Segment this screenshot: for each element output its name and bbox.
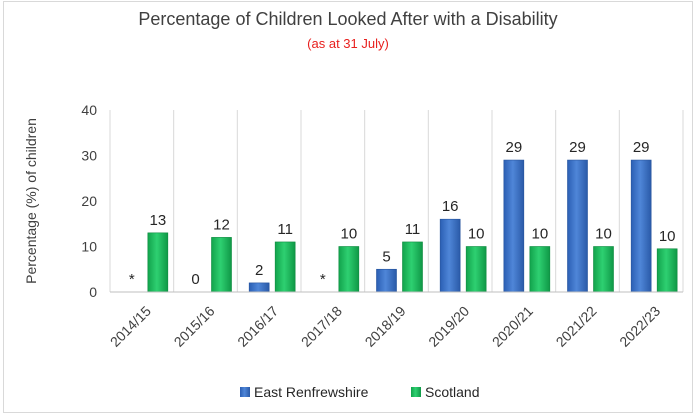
data-label-east-renfrewshire: 29	[505, 139, 522, 156]
data-label-east-renfrewshire: 2	[255, 262, 263, 279]
bar-east-renfrewshire	[439, 218, 461, 293]
x-axis-ticks: 2014/15 2015/16 2016/17 2017/18 2018/19 2019/…	[107, 303, 664, 350]
data-label-east-renfrewshire: 29	[569, 139, 586, 156]
y-tick-label: 20	[81, 193, 97, 209]
y-tick-label: 30	[81, 148, 97, 164]
data-label-east-renfrewshire: *	[129, 271, 135, 288]
x-tick-label: 2020/21	[489, 303, 536, 350]
bar-scotland	[338, 246, 360, 293]
x-tick-label: 2018/19	[362, 303, 409, 350]
bar-scotland	[593, 246, 614, 293]
data-label-east-renfrewshire: 29	[633, 139, 650, 156]
x-tick-label: 2022/23	[616, 303, 663, 350]
data-label-east-renfrewshire: 16	[442, 198, 459, 215]
legend-label-east-renfrewshire: East Renfrewshire	[254, 384, 369, 400]
data-label-scotland: 13	[149, 212, 166, 229]
y-tick-label: 0	[89, 284, 97, 300]
data-label-scotland: 10	[531, 226, 548, 243]
x-tick-label: 2019/20	[425, 303, 472, 350]
bar-east-renfrewshire	[248, 282, 270, 293]
x-tick-label: 2016/17	[234, 303, 281, 350]
bar-scotland	[402, 241, 423, 293]
bar-east-renfrewshire	[567, 159, 588, 293]
x-tick-label: 2015/16	[171, 303, 218, 350]
data-label-scotland: 10	[659, 228, 676, 245]
bar-scotland	[465, 246, 487, 293]
legend-label-scotland: Scotland	[425, 384, 479, 400]
y-tick-label: 40	[81, 102, 97, 118]
legend-swatch-scotland	[411, 387, 421, 397]
bar-scotland	[656, 248, 678, 293]
bar-scotland	[274, 241, 296, 293]
data-label-scotland: 11	[405, 221, 421, 238]
x-tick-label: 2017/18	[298, 303, 345, 350]
bar-east-renfrewshire	[503, 159, 525, 293]
data-label-scotland: 11	[277, 221, 293, 238]
bars	[147, 159, 678, 293]
legend: East Renfrewshire Scotland	[240, 384, 479, 400]
data-labels: * 0 2 * 5 16 29 29 29 13 12 11 10 11 10 10 10 10	[129, 139, 676, 288]
legend-swatch-east-renfrewshire	[240, 387, 250, 397]
y-axis-ticks: 0 10 20 30 40	[81, 102, 97, 300]
data-label-east-renfrewshire: 0	[191, 271, 199, 288]
data-label-scotland: 10	[468, 226, 485, 243]
bar-east-renfrewshire	[376, 268, 397, 293]
y-tick-label: 10	[81, 239, 97, 255]
bar-east-renfrewshire	[630, 159, 652, 293]
y-axis-label: Percentage (%) of children	[23, 118, 39, 284]
bar-scotland	[147, 232, 169, 293]
bar-scotland	[529, 246, 551, 293]
data-label-scotland: 12	[213, 216, 230, 233]
x-tick-label: 2021/22	[553, 303, 600, 350]
x-tick-label: 2014/15	[107, 303, 154, 350]
chart-title: Percentage of Children Looked After with…	[138, 9, 557, 29]
bar-scotland	[211, 237, 232, 293]
data-label-scotland: 10	[340, 226, 357, 243]
data-label-east-renfrewshire: *	[320, 271, 326, 288]
gridlines	[109, 110, 684, 292]
data-label-scotland: 10	[595, 226, 612, 243]
chart-subtitle: (as at 31 July)	[307, 36, 389, 51]
data-label-east-renfrewshire: 5	[382, 248, 390, 265]
